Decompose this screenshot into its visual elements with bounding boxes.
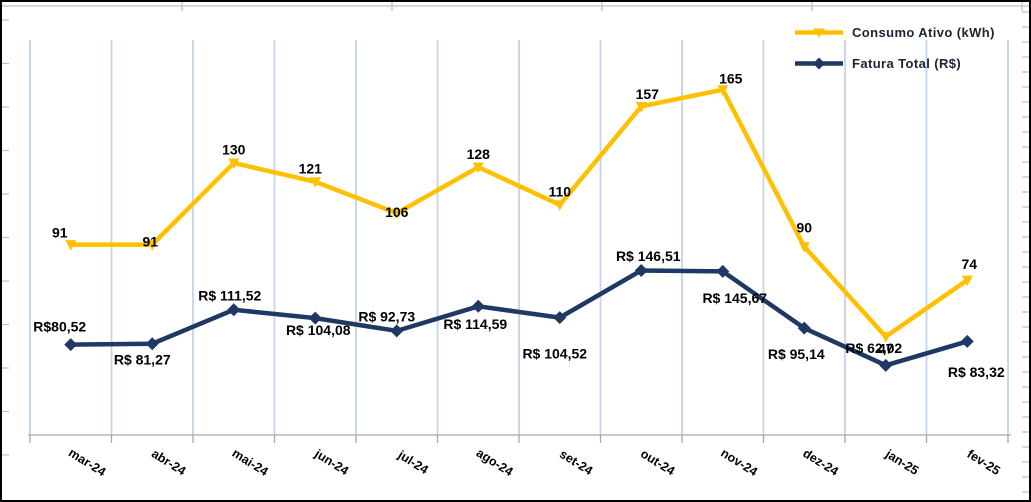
fatura-data-label: R$ 62,02: [845, 340, 902, 356]
fatura-series-icon: [795, 57, 843, 70]
fatura-point-marker: [227, 303, 241, 317]
fatura-data-label: R$ 104,52: [522, 345, 587, 361]
x-tick-label: dez-24: [800, 446, 840, 479]
consumo-data-label: 128: [467, 146, 491, 162]
x-tick-label: nov-24: [718, 446, 760, 479]
fatura-point-marker: [308, 311, 322, 325]
x-tick-label: jul-24: [395, 447, 431, 477]
fatura-point-marker: [716, 264, 730, 278]
consumo-data-label: 74: [961, 256, 977, 272]
x-tick-label: ago-24: [474, 446, 516, 479]
x-tick-label: set-24: [557, 447, 595, 478]
consumo-series-icon: [795, 28, 843, 38]
fatura-data-label: R$ 145,67: [702, 290, 767, 306]
fatura-data-label: R$ 83,32: [948, 364, 1005, 380]
x-tick-label: jun-24: [311, 446, 351, 478]
fatura-data-label: R$ 111,52: [198, 287, 261, 303]
chart-legend: Consumo Ativo (kWh) Fatura Total (R$): [795, 25, 995, 71]
fatura-point-marker: [634, 263, 648, 277]
consumo-data-label: 90: [796, 219, 812, 235]
consumo-point-marker: [798, 242, 810, 253]
fatura-data-label: R$ 104,08: [286, 322, 351, 338]
fatura-data-label: R$ 114,59: [443, 316, 507, 332]
fatura-point-marker: [471, 299, 485, 313]
fatura-point-marker: [145, 337, 159, 351]
consumo-point-marker: [880, 332, 892, 343]
consumo-data-label: 165: [719, 70, 743, 86]
fatura-point-marker: [960, 334, 974, 348]
fatura-line: [70, 268, 968, 368]
legend-label-consumo: Consumo Ativo (kWh): [852, 25, 995, 40]
fatura-point-marker: [390, 324, 404, 338]
fatura-data-label: R$ 95,14: [768, 346, 825, 362]
fatura-data-label: R$ 81,27: [114, 351, 171, 367]
fatura-data-label: R$ 146,51: [616, 248, 681, 264]
legend-item-consumo: Consumo Ativo (kWh): [795, 25, 995, 40]
consumo-point-marker: [961, 275, 973, 287]
x-tick-label: mar-24: [66, 446, 108, 480]
consumo-point-marker: [635, 101, 647, 113]
consumo-data-label: 157: [636, 86, 660, 102]
x-tick-label: mai-24: [230, 446, 271, 479]
consumo-data-label: 47: [878, 340, 894, 356]
consumo-data-label: 110: [548, 184, 571, 200]
consumo-point-marker: [309, 177, 321, 188]
fatura-data-label: R$80,52: [33, 318, 86, 334]
fatura-point-marker: [64, 338, 78, 352]
fatura-point-marker: [797, 321, 811, 335]
consumo-point-marker: [65, 240, 77, 251]
consumo-point-marker: [717, 85, 729, 96]
fatura-data-label: R$ 92,73: [358, 309, 415, 325]
fatura-point-marker: [879, 358, 893, 372]
consumo-data-label: 130: [222, 142, 246, 158]
consumo-data-label: 121: [299, 160, 323, 176]
consumo-point-marker: [228, 158, 240, 169]
consumo-data-label: 91: [52, 224, 68, 240]
consumo-line: [70, 87, 969, 340]
x-tick-label: out-24: [638, 447, 677, 479]
consumo-data-label: 106: [385, 204, 409, 220]
consumo-data-label: 91: [142, 233, 158, 249]
legend-label-fatura: Fatura Total (R$): [852, 56, 962, 71]
consumo-point-marker: [554, 200, 566, 211]
x-tick-label: jan-25: [882, 446, 921, 478]
consumo-point-marker: [391, 208, 403, 220]
x-tick-label: abr-24: [149, 447, 188, 479]
consumo-point-marker: [146, 240, 158, 251]
consumo-point-marker: [472, 162, 484, 174]
x-tick-label: fev-25: [965, 447, 1003, 478]
fatura-point-marker: [553, 311, 567, 325]
legend-item-fatura: Fatura Total (R$): [795, 56, 995, 71]
